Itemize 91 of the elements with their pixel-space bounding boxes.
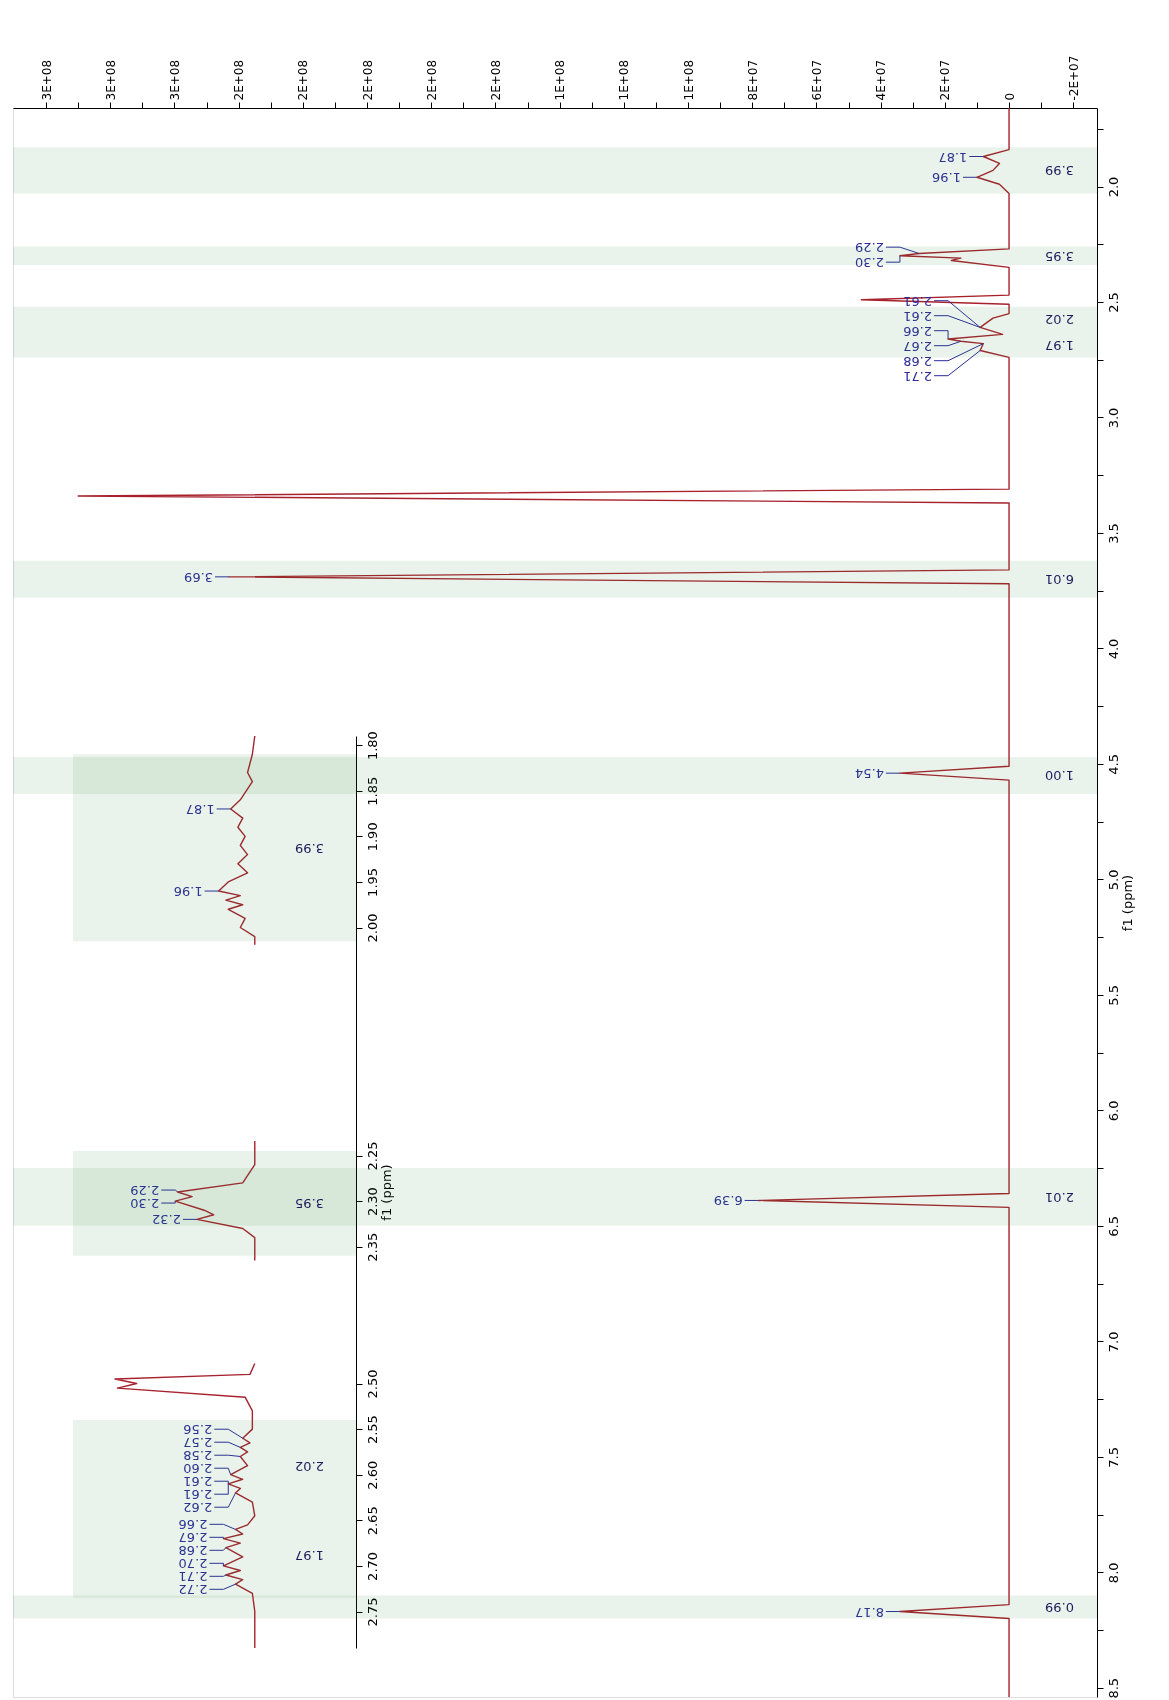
x-tick-label: 2E+08 (296, 59, 311, 101)
y-tick-label: 2.35 (364, 1232, 380, 1262)
annotation: 2.70 (178, 1556, 208, 1572)
band-label: 6.01 (1045, 572, 1074, 588)
y-tick-label: 2.75 (364, 1597, 380, 1627)
x-tick-label: 1E+08 (617, 59, 632, 101)
y-tick-label: 3.0 (1105, 407, 1121, 429)
x-tick-label: 2E+08 (424, 59, 439, 101)
annotation: 2.29 (130, 1183, 160, 1199)
annotation: 6.39 (713, 1193, 743, 1209)
annotation: 2.61 (183, 1487, 213, 1503)
y-tick-label: 1.80 (364, 731, 380, 761)
annotation: 2.68 (178, 1543, 208, 1559)
band-label: 3.99 (1045, 163, 1074, 179)
annotation: 2.30 (130, 1196, 160, 1212)
annotation: 2.67 (903, 338, 933, 354)
annotation: 2.72 (178, 1582, 208, 1598)
y-tick-label: 7.0 (1105, 1331, 1121, 1353)
x-tick-label: 1E+08 (681, 59, 696, 101)
annotation: 2.61 (183, 1474, 213, 1490)
y-tick-label: 2.55 (364, 1415, 380, 1445)
band-label: 3.95 (295, 1196, 324, 1212)
annotation: 2.68 (903, 353, 933, 369)
y-tick-label: 2.00 (364, 913, 380, 943)
annotation: 2.57 (183, 1435, 213, 1451)
y-tick-label: 1.95 (364, 867, 380, 897)
y-tick-label: 2.65 (364, 1506, 380, 1536)
y-tick-label: 2.50 (364, 1369, 380, 1399)
band-label: 0.99 (1045, 1599, 1074, 1615)
x-tick-label: 3E+08 (167, 59, 182, 101)
y-tick-label: 6.0 (1105, 1100, 1121, 1122)
annotation: 2.71 (903, 368, 933, 384)
x-tick-label: 8E+07 (745, 59, 760, 101)
y-tick-label: 1.90 (364, 822, 380, 852)
x-tick-label: 6E+07 (809, 59, 824, 101)
band-label: 1.97 (1045, 337, 1074, 353)
annotation: 1.87 (185, 801, 215, 817)
annotation: 2.71 (178, 1569, 208, 1585)
y-tick-label: 6.5 (1105, 1216, 1121, 1237)
band-label: 2.01 (1045, 1189, 1074, 1205)
y-tick-label: 2.0 (1105, 176, 1121, 198)
y-tick-label: 4.5 (1105, 754, 1121, 775)
x-tick-label: 2E+08 (360, 59, 375, 101)
annotation: 2.56 (183, 1422, 213, 1438)
band-label: 3.99 (295, 840, 324, 856)
y-tick-label: 5.0 (1105, 869, 1121, 891)
band-label: 3.95 (1045, 248, 1074, 264)
y-axis-title: f1 (ppm) (1119, 874, 1135, 932)
annotation: 2.60 (183, 1461, 213, 1477)
annotation: 2.67 (178, 1530, 208, 1546)
x-tick-label: 0 (1002, 92, 1017, 101)
annotation: 2.32 (151, 1212, 181, 1228)
annotation: 8.17 (854, 1604, 884, 1620)
x-tick-label: 2E+08 (232, 59, 247, 101)
y-tick-label: 2.60 (364, 1460, 380, 1490)
annotation: 1.96 (931, 170, 961, 186)
annotation: 2.61 (903, 293, 933, 309)
y-tick-label: 2.5 (1105, 292, 1121, 313)
y-tick-label: 8.0 (1105, 1562, 1121, 1584)
x-tick-label: 1E+08 (553, 59, 568, 101)
y-tick-label: 2.30 (364, 1187, 380, 1217)
annotation: 3.69 (184, 569, 214, 585)
x-tick-label: 4E+07 (874, 59, 889, 101)
annotation: 2.58 (183, 1448, 213, 1464)
band-label: 2.02 (1045, 312, 1074, 328)
annotation: 1.87 (938, 149, 968, 165)
y-tick-label: 2.25 (364, 1141, 380, 1171)
y-tick-label: 1.85 (364, 776, 380, 806)
x-tick-label: 2E+07 (938, 59, 953, 101)
band-label: 1.97 (295, 1547, 324, 1563)
x-tick-label: 3E+08 (103, 59, 118, 101)
annotation: 2.66 (903, 323, 933, 339)
y-tick-label: 5.5 (1105, 985, 1121, 1006)
annotation: 2.62 (183, 1500, 213, 1516)
annotation: 2.29 (854, 240, 884, 256)
x-tick-label: -2E+07 (1066, 55, 1081, 101)
band-label: 2.02 (295, 1458, 324, 1474)
band-label: 1.00 (1045, 768, 1074, 784)
annotation: 2.30 (854, 255, 884, 271)
y-tick-label: 8.5 (1105, 1677, 1121, 1699)
y-tick-label: 4.0 (1105, 638, 1121, 660)
y-tick-label: 3.5 (1105, 523, 1121, 544)
y-tick-label: 2.70 (364, 1551, 380, 1581)
annotation: 1.96 (173, 884, 203, 900)
x-tick-label: 2E+08 (488, 59, 503, 101)
annotation: 2.66 (178, 1517, 208, 1533)
y-axis-title: f1 (ppm) (378, 1164, 394, 1221)
x-tick-label: 3E+08 (39, 59, 54, 101)
annotation: 2.61 (903, 308, 933, 324)
annotation: 4.54 (854, 766, 884, 782)
y-tick-label: 7.5 (1105, 1446, 1121, 1468)
